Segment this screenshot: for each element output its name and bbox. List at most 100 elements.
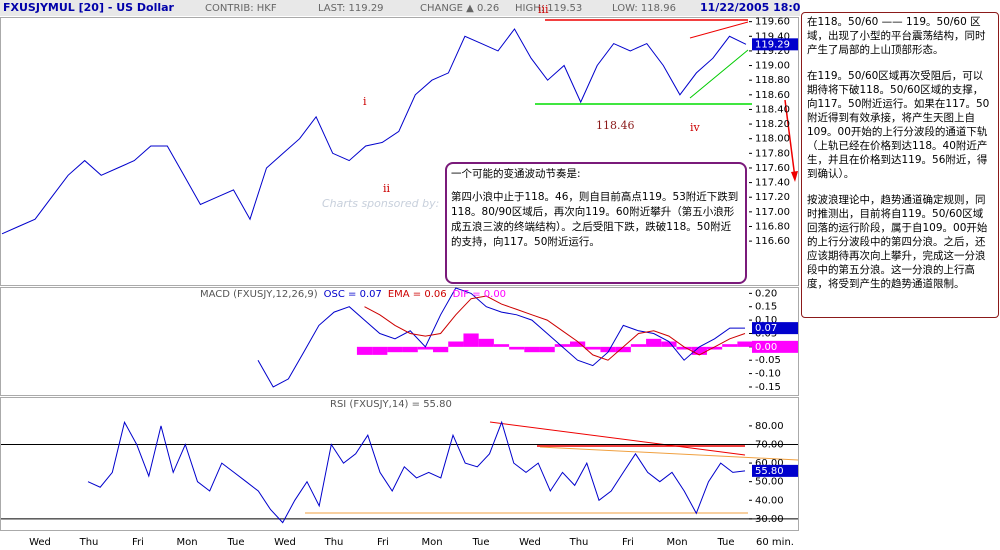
last-value-label: 119.29 (755, 39, 790, 50)
panel-frame (0, 287, 799, 396)
low: LOW: 118.96 (612, 3, 676, 14)
y-tick-label: 119.40 (755, 31, 790, 42)
last-value-box (752, 38, 798, 51)
y-tick-label: 0.20 (755, 288, 777, 299)
histogram-bar (661, 341, 677, 347)
note: 在119。50/60区域再次受阻后，可以期待将下破118。50/60区域的支撑，… (807, 70, 990, 180)
histogram-bar (630, 344, 647, 347)
last-value-label: 0.07 (755, 323, 777, 334)
watermark: Charts sponsored by: (322, 197, 439, 210)
x-tick-label: Fri (622, 537, 634, 548)
histogram-bar (463, 333, 479, 347)
panel-title: RSI (FXUSJY,14) = 55.80 (330, 399, 452, 410)
x-tick-label: Tue (716, 537, 734, 548)
histogram-bar (737, 341, 753, 347)
annotation: iii (538, 3, 549, 16)
y-tick-label: -0.05 (755, 355, 781, 366)
histogram-bar (372, 346, 388, 355)
x-tick-label: Tue (226, 537, 244, 548)
x-tick-label: Tue (471, 537, 489, 548)
histogram-bar (691, 346, 707, 355)
x-tick-label: Thu (79, 537, 99, 548)
x-tick-label: Fri (377, 537, 389, 548)
x-tick-label: Mon (666, 537, 687, 548)
contrib: CONTRIB: HKF (205, 3, 277, 14)
y-tick-label: -0.10 (755, 369, 781, 380)
note: 在118。50/60 —— 119。50/60 区域，出现了小型的平台震荡结构，… (807, 16, 986, 56)
histogram-bar (569, 341, 586, 347)
panel-title: EMA = 0.06 (388, 289, 447, 300)
annotation: ii (383, 182, 391, 195)
chart: FXUSJYMUL [20] - US Dollar CONTRIB: HKF … (0, 0, 800, 548)
y-tick-label: 118.00 (755, 134, 790, 145)
y-tick-label: 0.15 (755, 302, 777, 313)
histogram-bar (509, 346, 525, 350)
histogram-bar (493, 344, 510, 347)
last: LAST: 119.29 (318, 3, 384, 14)
series-line (87, 420, 746, 524)
panel-frame (0, 397, 799, 531)
channel-line (689, 21, 749, 39)
histogram-bar (387, 346, 403, 353)
histogram-bar (539, 346, 555, 353)
high: HIGH: 119.53 (515, 3, 582, 14)
histogram-bar (676, 346, 692, 350)
histogram-bar (554, 344, 570, 347)
panel-title: OSC = 0.07 (324, 289, 382, 300)
y-tick-label: 116.60 (755, 236, 790, 247)
histogram-bar (433, 346, 449, 353)
arrow (784, 99, 796, 179)
header-bar (0, 0, 800, 16)
x-tick-label: Wed (274, 537, 296, 548)
box-text: 第四小浪中止于118。46，则自目前高点119。53附近下跌到118。80/90… (451, 191, 739, 248)
y-tick-label: 117.40 (755, 178, 790, 189)
annotation: iv (690, 121, 701, 134)
x-tick-label: Fri (132, 537, 144, 548)
y-tick-label: 60.00 (755, 458, 784, 469)
x-tick-label: Mon (421, 537, 442, 548)
change: CHANGE ▲ 0.26 (420, 3, 499, 14)
histogram-bar (706, 346, 723, 350)
panel-title: MACD (FXUSJY,12,26,9) (200, 289, 318, 300)
histogram-bar (600, 346, 616, 353)
annotation: 118.46 (596, 119, 635, 132)
channel-line (689, 49, 749, 99)
y-tick-label: 119.00 (755, 61, 790, 72)
histogram-bar (524, 346, 540, 353)
histogram-bar (417, 346, 434, 350)
x-tick-label: Thu (569, 537, 589, 548)
y-tick-label: 0.10 (755, 315, 777, 326)
panel-title: DIF = 0.00 (453, 289, 506, 300)
y-tick-label: 50.00 (755, 477, 784, 488)
x-tick-label: 60 min. (756, 537, 794, 548)
last-value-box (752, 464, 798, 477)
y-tick-label: 118.40 (755, 104, 790, 115)
y-tick-label: 119.20 (755, 46, 790, 57)
histogram-bar (615, 346, 631, 353)
annotation: i (363, 95, 367, 108)
text-box: 一个可能的变通波动节奏是: 第四小浪中止于118。46，则自目前高点119。53… (445, 162, 747, 284)
last-value-box (752, 322, 798, 335)
histogram-bar (722, 344, 738, 347)
note: 按波浪理论中，趋势通道确定规则，同时推测出，目前将自119。50/60区域回落的… (807, 194, 988, 290)
y-tick-label: 116.80 (755, 221, 790, 232)
y-tick-label: 117.00 (755, 207, 790, 218)
y-tick-label: 118.60 (755, 90, 790, 101)
last-value-box (752, 340, 798, 353)
histogram-bar (448, 341, 464, 347)
symbol: FXUSJYMUL [20] - US Dollar (3, 1, 175, 14)
series-line (257, 287, 745, 388)
x-tick-label: Mon (176, 537, 197, 548)
histogram-bar (402, 346, 418, 353)
x-tick-label: Wed (29, 537, 51, 548)
y-tick-label: 117.60 (755, 163, 790, 174)
y-tick-label: 40.00 (755, 495, 784, 506)
y-tick-label: 119.60 (755, 17, 790, 28)
series-line (364, 295, 746, 361)
y-tick-label: 117.20 (755, 192, 790, 203)
series-line (1, 28, 747, 235)
box-title: 一个可能的变通波动节奏是: (451, 168, 581, 180)
histogram-bar (356, 346, 373, 355)
y-tick-label: 118.80 (755, 75, 790, 86)
